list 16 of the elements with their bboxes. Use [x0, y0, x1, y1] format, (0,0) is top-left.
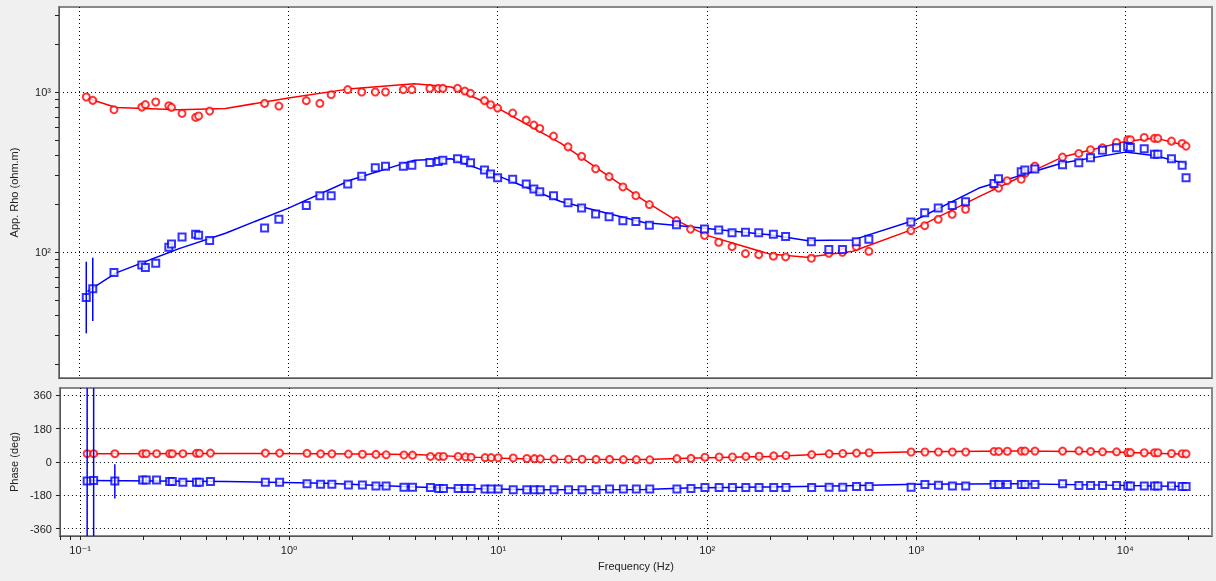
y-tick-label: 10²: [35, 245, 52, 258]
y-axis-title: App. Rho (ohm.m): [7, 147, 20, 238]
x-tick-label: 10⁻¹: [69, 543, 92, 556]
y-axis-title: Phase (deg): [7, 432, 20, 492]
x-tick-label: 10²: [699, 543, 716, 556]
x-tick-label: 10⁰: [280, 543, 299, 556]
y-tick-label: 360: [33, 389, 52, 402]
y-tick-label: 10³: [35, 86, 52, 99]
y-tick-label: -360: [29, 522, 52, 535]
y-tick-label: 180: [33, 422, 52, 435]
x-axis-title: Frequency (Hz): [598, 559, 674, 572]
y-tick-label: -180: [29, 489, 52, 502]
x-tick-label: 10¹: [490, 543, 507, 556]
y-tick-label: 0: [45, 456, 52, 468]
x-tick-label: 10⁴: [1116, 543, 1135, 556]
x-tick-label: 10³: [908, 543, 925, 556]
